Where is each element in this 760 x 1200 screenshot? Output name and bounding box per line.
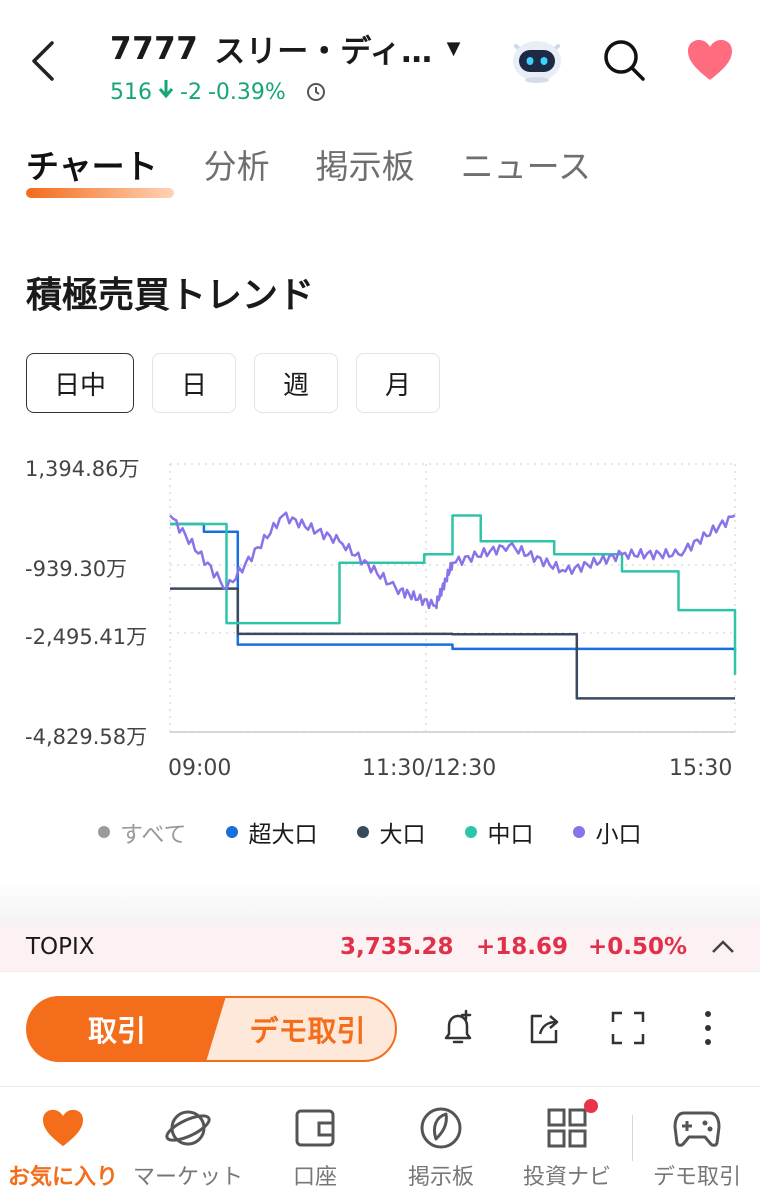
period-selector: 日中 日 週 月	[26, 353, 440, 413]
legend-dot	[465, 826, 478, 838]
trend-chart	[169, 463, 737, 733]
heart-icon	[38, 1105, 88, 1151]
divider-fade	[0, 880, 760, 922]
nav-demo-trade[interactable]: デモ取引	[634, 1105, 760, 1191]
x-tick-label: 11:30/12:30	[362, 756, 497, 781]
nav-label: お気に入り	[7, 1165, 118, 1190]
nav-label: デモ取引	[652, 1165, 741, 1190]
price: 516	[110, 79, 152, 105]
ai-robot-icon[interactable]	[508, 34, 566, 84]
planet-icon	[163, 1105, 213, 1151]
favorite-heart-icon[interactable]	[686, 38, 734, 82]
trade-button[interactable]: 取引	[26, 996, 226, 1062]
nav-divider	[632, 1115, 633, 1161]
topix-ticker[interactable]: TOPIX 3,735.28 +18.69 +0.50%	[0, 922, 760, 972]
nav-label: 投資ナビ	[522, 1165, 611, 1190]
nav-market[interactable]: マーケット	[125, 1105, 251, 1191]
alert-bell-icon[interactable]	[438, 1008, 478, 1048]
index-name: TOPIX	[26, 933, 95, 960]
legend-dot	[226, 826, 239, 838]
wallet-icon	[290, 1105, 340, 1151]
tab-news[interactable]: ニュース	[460, 147, 592, 186]
nav-favorites[interactable]: お気に入り	[0, 1105, 126, 1191]
index-change-pct: +0.50%	[588, 933, 688, 960]
quote-line: 516 -2 -0.39%	[110, 79, 490, 105]
more-vertical-icon[interactable]	[688, 1008, 728, 1048]
stock-code: 7777	[110, 30, 199, 67]
legend-dot	[357, 826, 370, 838]
legend-super-large[interactable]: 超大口	[226, 815, 317, 849]
chart-legend: すべて 超大口 大口 中口 小口	[98, 815, 641, 849]
tab-chart[interactable]: チャート	[26, 140, 174, 198]
share-icon[interactable]	[524, 1008, 564, 1048]
chevron-up-icon[interactable]	[710, 934, 736, 966]
x-tick-label: 09:00	[168, 756, 232, 781]
legend-small[interactable]: 小口	[573, 815, 641, 849]
stock-selector[interactable]: 7777 スリー・ディ… ▼ 516 -2 -0.39%	[110, 26, 490, 105]
index-change: +18.69	[476, 933, 569, 960]
legend-dot	[573, 826, 586, 838]
action-bar: デモ取引 取引	[0, 972, 760, 1086]
y-tick-label: 1,394.86万	[25, 457, 140, 481]
grid-icon	[542, 1099, 598, 1151]
tab-bar: チャート 分析 掲示板 ニュース	[26, 140, 591, 200]
series-line-超大口	[170, 522, 737, 652]
series-line-大口	[170, 587, 735, 700]
y-tick-label: -939.30万	[25, 557, 128, 581]
legend-medium[interactable]: 中口	[465, 815, 533, 849]
period-intraday[interactable]: 日中	[26, 353, 134, 413]
period-month[interactable]: 月	[356, 353, 440, 413]
stock-title[interactable]: 7777 スリー・ディ… ▼	[110, 26, 490, 71]
legend-dot	[98, 826, 110, 838]
period-day[interactable]: 日	[152, 353, 236, 413]
nav-label: 掲示板	[407, 1165, 474, 1190]
period-week[interactable]: 週	[254, 353, 338, 413]
demo-trade-button[interactable]: デモ取引	[200, 996, 397, 1062]
legend-label: 小口	[595, 822, 642, 848]
legend-all[interactable]: すべて	[98, 815, 186, 849]
stock-name: スリー・ディ…	[214, 34, 433, 70]
legend-label: すべて	[120, 822, 187, 848]
notification-badge	[584, 1099, 598, 1113]
gamepad-icon	[672, 1105, 722, 1151]
nav-label: マーケット	[132, 1165, 243, 1190]
tab-board[interactable]: 掲示板	[315, 147, 415, 186]
index-value: 3,735.28	[340, 933, 454, 960]
y-tick-label: -2,495.41万	[25, 625, 148, 649]
fullscreen-icon[interactable]	[608, 1008, 648, 1048]
legend-large[interactable]: 大口	[357, 815, 425, 849]
price-change-pct: -0.39%	[207, 79, 286, 105]
tab-analysis[interactable]: 分析	[203, 147, 270, 186]
chevron-left-icon	[32, 41, 54, 81]
price-change: -2	[180, 79, 202, 105]
clock-icon[interactable]	[306, 82, 326, 102]
legend-label: 大口	[379, 822, 426, 848]
nav-account[interactable]: 口座	[252, 1105, 378, 1191]
legend-label: 超大口	[248, 822, 318, 848]
legend-label: 中口	[487, 822, 534, 848]
board-icon	[416, 1105, 466, 1151]
y-tick-label: -4,829.58万	[25, 725, 148, 749]
search-icon[interactable]	[602, 38, 646, 82]
section-title: 積極売買トレンド	[26, 275, 315, 316]
series-line-中口	[170, 514, 737, 675]
series-line-小口	[169, 511, 736, 610]
back-button[interactable]	[22, 36, 62, 86]
bottom-nav: お気に入り マーケット 口座 掲示板 投資ナビ デモ取引	[0, 1086, 760, 1200]
nav-board[interactable]: 掲示板	[378, 1105, 504, 1191]
caret-down-icon: ▼	[446, 38, 461, 59]
nav-label: 口座	[292, 1165, 337, 1190]
header: 7777 スリー・ディ… ▼ 516 -2 -0.39%	[0, 0, 760, 110]
nav-invest-navi[interactable]: 投資ナビ	[504, 1099, 630, 1191]
arrow-down-icon	[158, 79, 174, 105]
x-tick-label: 15:30	[669, 756, 733, 781]
